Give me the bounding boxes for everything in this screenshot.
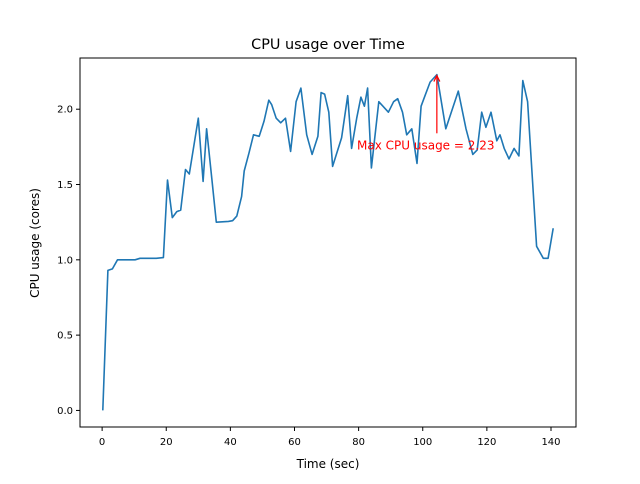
x-tick-label: 120: [477, 437, 496, 448]
x-tick-label: 80: [352, 437, 365, 448]
x-tick-label: 60: [288, 437, 301, 448]
y-axis-label: CPU usage (cores): [28, 188, 42, 298]
annotation-text: Max CPU usage = 2.23: [357, 138, 494, 152]
x-tick-label: 0: [99, 437, 105, 448]
y-tick-label: 0.5: [57, 331, 73, 342]
y-tick-label: 0.0: [57, 406, 73, 417]
y-tick-label: 1.0: [57, 255, 73, 266]
y-tick-label: 1.5: [57, 180, 73, 191]
x-tick-label: 20: [160, 437, 173, 448]
x-tick-label: 140: [541, 437, 560, 448]
x-axis-label: Time (sec): [296, 457, 360, 471]
x-tick-label: 100: [413, 437, 432, 448]
x-tick-label: 40: [224, 437, 237, 448]
chart-title: CPU usage over Time: [251, 37, 405, 53]
y-tick-label: 2.0: [57, 105, 73, 116]
